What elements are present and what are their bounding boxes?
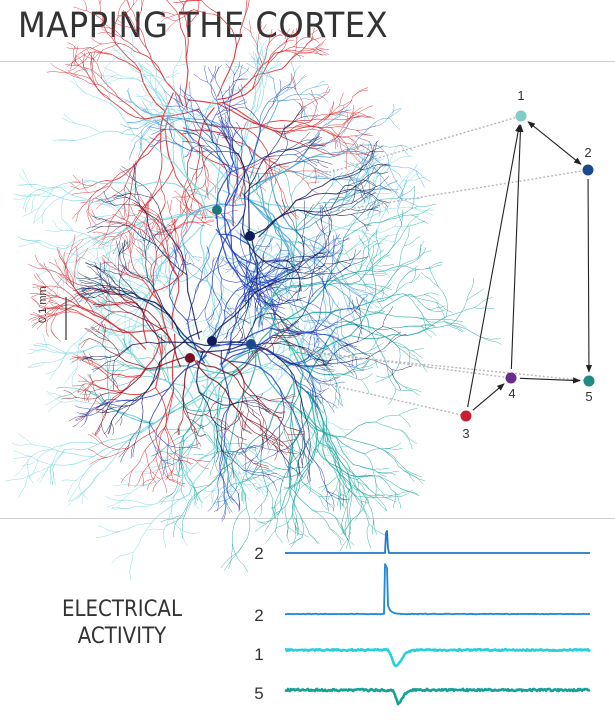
network-edge <box>510 124 524 370</box>
neuron-arbor <box>28 191 215 493</box>
network-node <box>515 110 527 122</box>
neuron-arbor <box>75 225 370 522</box>
projection-line <box>309 115 522 179</box>
network-node-label: 5 <box>585 389 592 404</box>
activity-trace <box>284 647 591 668</box>
electrical-activity-line1: ELECTRICAL <box>62 597 182 622</box>
neuron-arbor <box>61 274 305 479</box>
network-node <box>460 410 472 422</box>
network-node <box>582 164 594 176</box>
neuron-arbor <box>56 153 444 573</box>
network-node-label: 2 <box>584 145 591 160</box>
trace-label: 1 <box>254 645 264 664</box>
neuron-soma <box>185 353 195 363</box>
title-divider <box>0 61 615 62</box>
scale-bar-label: 0.1 mm <box>37 286 49 323</box>
activity-traces <box>284 530 591 706</box>
trace-label: 5 <box>254 684 264 703</box>
trace-label: 2 <box>254 544 264 563</box>
neuron-somas <box>185 205 256 363</box>
neuron-arbor <box>13 31 434 385</box>
neuron-soma <box>246 339 256 349</box>
neuron-soma <box>245 231 255 241</box>
electrical-activity-line2: ACTIVITY <box>77 624 167 649</box>
neuron-arbor <box>4 221 353 580</box>
projection-lines <box>299 115 590 417</box>
network-edge <box>467 124 522 408</box>
electrical-activity-label: ELECTRICAL ACTIVITY <box>59 596 185 650</box>
network-edge <box>527 121 582 165</box>
network-edge <box>585 178 593 373</box>
neuron-arbor <box>193 227 502 548</box>
network-edges <box>467 121 593 411</box>
projection-line <box>329 169 589 213</box>
activity-trace <box>285 530 590 554</box>
trace-label: 2 <box>254 606 264 625</box>
network-node-label: 1 <box>517 88 524 103</box>
neuron-soma <box>207 336 217 346</box>
network-node <box>505 372 517 384</box>
projection-line <box>299 349 512 379</box>
activity-trace <box>284 687 591 706</box>
network-node <box>583 375 595 387</box>
activity-trace <box>284 563 591 616</box>
section-divider <box>0 518 615 519</box>
neuron-arbor <box>65 0 377 258</box>
network-nodes: 1 2 3 4 5 <box>460 88 595 441</box>
projection-line <box>299 351 590 382</box>
network-edge <box>472 383 505 411</box>
network-node-label: 3 <box>462 426 469 441</box>
neuron-arbor <box>181 102 392 360</box>
network-edge <box>519 377 581 384</box>
neuron-soma <box>212 205 222 215</box>
projection-line <box>299 377 467 417</box>
neuron-arbors <box>4 0 502 580</box>
network-node-label: 4 <box>508 386 515 401</box>
